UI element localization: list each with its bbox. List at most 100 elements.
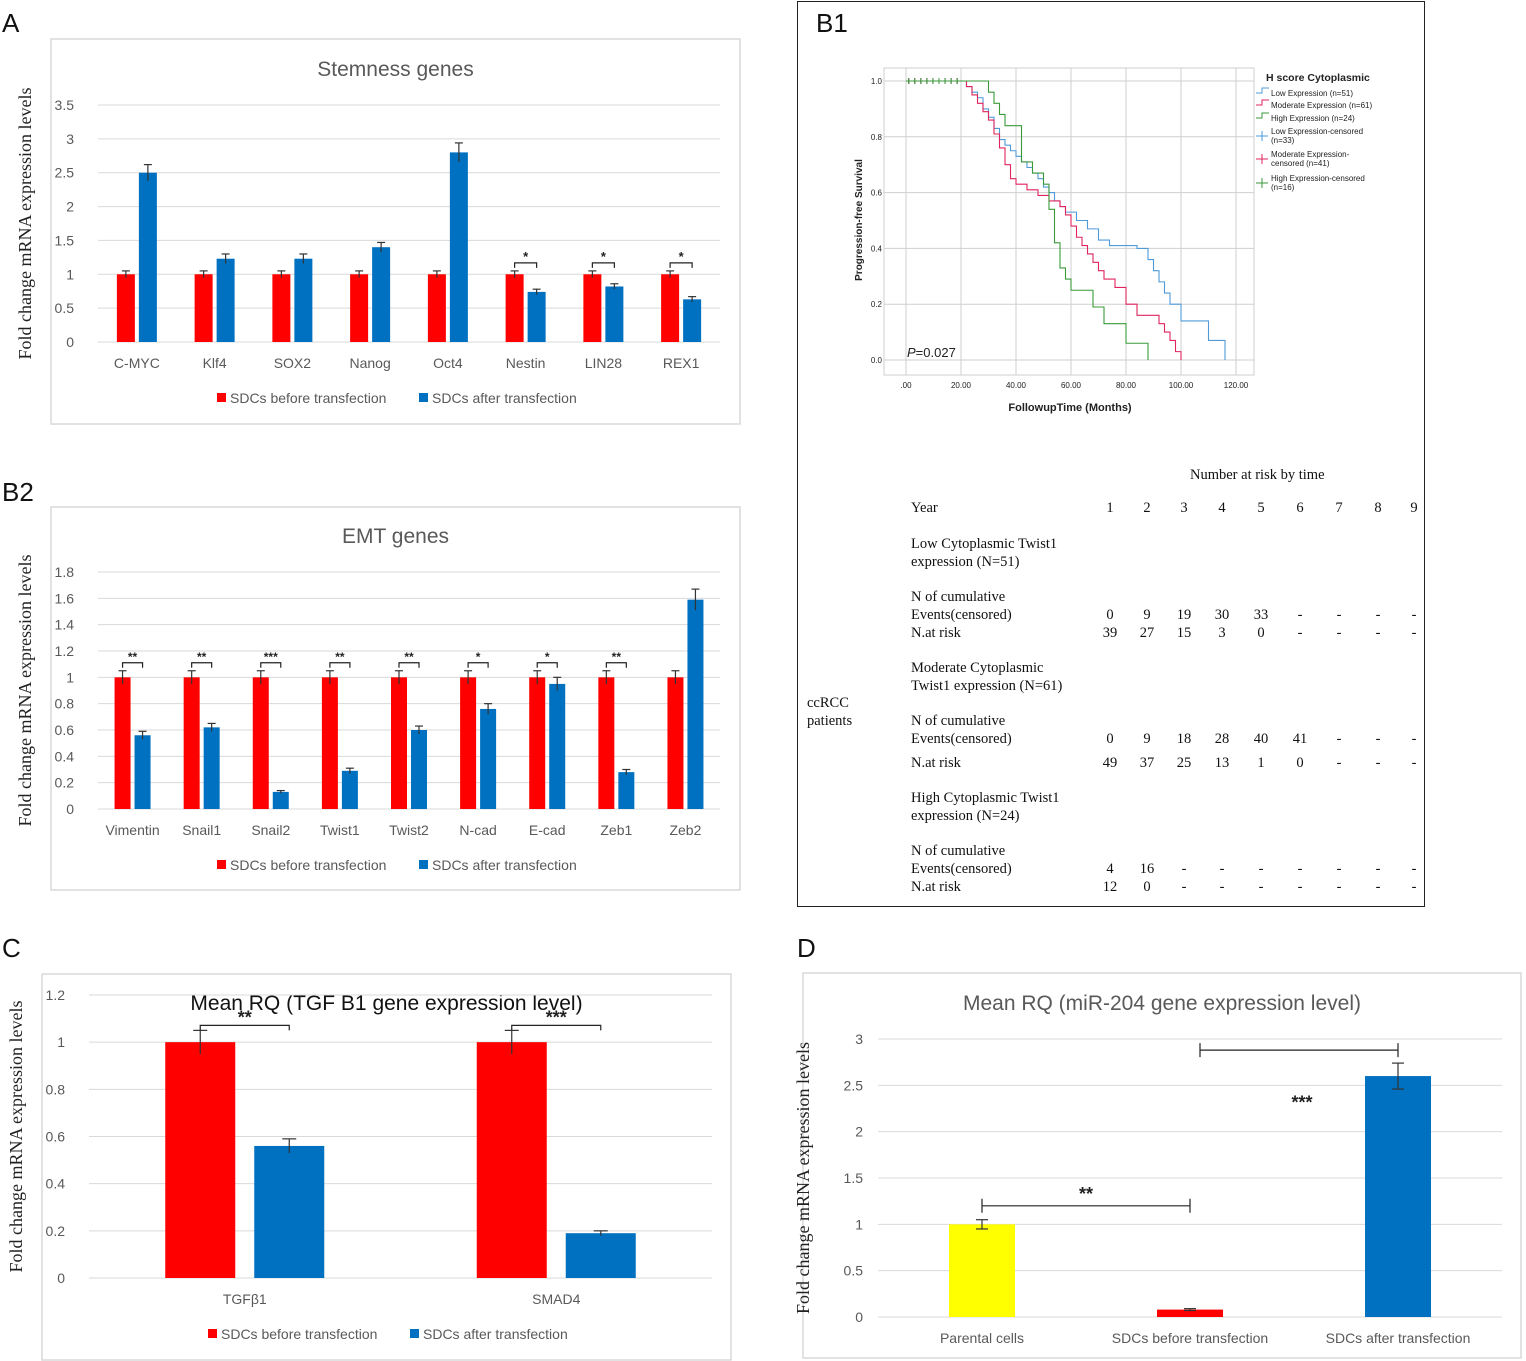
events-cell: 0 bbox=[1106, 607, 1114, 623]
chart-frame bbox=[41, 973, 732, 1361]
y-tick-label: 0.8 bbox=[46, 1081, 66, 1097]
y-axis-label: Fold change mRNA expression levels bbox=[6, 1001, 26, 1273]
bar-after-REX1 bbox=[683, 299, 702, 342]
y-tick-label: 1.5 bbox=[844, 1170, 864, 1186]
risk-year-8: 8 bbox=[1374, 500, 1382, 516]
at-risk-cell: - bbox=[1411, 755, 1417, 771]
events-cell: 18 bbox=[1176, 731, 1192, 747]
at-risk-cell: - bbox=[1336, 755, 1342, 771]
bar-before-Twist2 bbox=[391, 677, 407, 809]
significance-bracket bbox=[191, 662, 213, 668]
x-tick-label: SOX2 bbox=[274, 355, 312, 371]
legend-swatch-after bbox=[410, 1329, 419, 1338]
y-tick-label: 1.2 bbox=[46, 987, 66, 1003]
chart-title: Mean RQ (miR-204 gene expression level) bbox=[963, 992, 1361, 1015]
x-tick-label: Klf4 bbox=[203, 355, 227, 371]
bar-after-Nanog bbox=[372, 247, 391, 342]
significance-label: *** bbox=[264, 650, 278, 664]
bar-before-E-cad bbox=[529, 677, 546, 809]
legend-line bbox=[1256, 99, 1269, 106]
bar-after-N-cad bbox=[480, 708, 497, 809]
chart-D: Mean RQ (miR-204 gene expression level) 0… bbox=[793, 972, 1522, 1359]
y-tick-label: 0.2 bbox=[55, 775, 75, 791]
bar-before-SMAD4 bbox=[476, 1042, 547, 1278]
chart-title: Stemness genes bbox=[317, 58, 473, 81]
legend-swatch-before bbox=[217, 393, 226, 402]
legend-label-before: SDCs before transfection bbox=[230, 857, 386, 873]
legend-swatch-before bbox=[208, 1329, 217, 1338]
at-risk-cell: - bbox=[1375, 755, 1381, 771]
at-risk-cell: - bbox=[1181, 879, 1187, 895]
x-tick-label: Parental cells bbox=[940, 1330, 1024, 1346]
bar-before-Klf4 bbox=[194, 274, 213, 342]
significance-bracket bbox=[669, 262, 693, 268]
significance-label: ** bbox=[404, 650, 414, 664]
significance-bracket bbox=[329, 662, 351, 668]
events-cell: - bbox=[1411, 607, 1417, 623]
km-legend-label: High Expression-censored (n=16) bbox=[1271, 174, 1365, 192]
significance-bracket bbox=[511, 1024, 602, 1031]
y-tick-label: 0.4 bbox=[55, 748, 75, 764]
significance-bracket bbox=[260, 662, 282, 668]
bar-after-E-cad bbox=[549, 683, 566, 809]
risk-year-4: 4 bbox=[1218, 500, 1226, 516]
bar-before-Snail2 bbox=[252, 677, 269, 809]
bar-before-TGFβ1 bbox=[165, 1042, 236, 1278]
y-tick-label: 3 bbox=[855, 1031, 863, 1047]
x-tick-label: 80.00 bbox=[1116, 381, 1137, 390]
km-legend-label: Low Expression (n=51) bbox=[1271, 89, 1353, 98]
significance-label: * bbox=[545, 650, 550, 664]
panel-label-b2: B2 bbox=[2, 477, 34, 507]
km-legend-label: Moderate Expression-censored (n=41) bbox=[1271, 150, 1350, 168]
y-tick-label: 2.5 bbox=[844, 1077, 864, 1093]
y-axis-label: Progression-free Survival bbox=[854, 159, 865, 281]
km-panel-frame bbox=[797, 1, 1425, 907]
risk-year-9: 9 bbox=[1410, 500, 1418, 516]
bar-before-Twist1 bbox=[321, 677, 338, 809]
chart-B2: EMT genes 0 0.2 0.4 0.6 0.8 1 1.2 1.4 1.6 1.8 Fold … bbox=[15, 506, 741, 891]
events-cell: 19 bbox=[1176, 607, 1192, 623]
chart-title: Mean RQ (TGF B1 gene expression level) bbox=[190, 992, 582, 1015]
panel-label-b1: B1 bbox=[816, 8, 848, 38]
bar-after-C-MYC bbox=[138, 172, 157, 342]
legend-swatch-after bbox=[419, 860, 428, 869]
bar-before-LIN28 bbox=[583, 274, 602, 342]
y-axis-label: Fold change mRNA expression levels bbox=[15, 555, 35, 827]
chart-A: Stemness genes 0 0.5 1 1.5 2 2.5 3 3.5 Fold chang… bbox=[15, 38, 741, 425]
at-risk-cell: - bbox=[1411, 625, 1417, 641]
group-moderate-title: Moderate Cytoplasmic bbox=[911, 660, 1044, 676]
at-risk-cell: 0 bbox=[1296, 755, 1304, 771]
x-tick-label: C-MYC bbox=[114, 355, 160, 371]
bar-after-Snail1 bbox=[203, 727, 220, 809]
x-tick-label: SDCs before transfection bbox=[1112, 1330, 1268, 1346]
y-tick-label: 1.6 bbox=[55, 590, 75, 606]
events-cell: - bbox=[1336, 731, 1342, 747]
km-plot-frame bbox=[883, 67, 1255, 376]
bar-after-LIN28 bbox=[605, 286, 624, 342]
bar-after-SMAD4 bbox=[565, 1233, 636, 1278]
bar-after-Oct4 bbox=[449, 152, 468, 342]
legend-swatch-after bbox=[419, 393, 428, 402]
significance-label: ** bbox=[612, 650, 622, 664]
risk-year-7: 7 bbox=[1335, 500, 1343, 516]
x-tick-label: Snail2 bbox=[251, 822, 290, 838]
significance-label: ** bbox=[197, 650, 207, 664]
significance-bracket bbox=[981, 1198, 1191, 1213]
at-risk-cell: 39 bbox=[1102, 625, 1118, 641]
x-tick-label: N-cad bbox=[459, 822, 496, 838]
at-risk-cell: - bbox=[1297, 879, 1303, 895]
events-cell: 0 bbox=[1106, 731, 1114, 747]
x-tick-label: 20.00 bbox=[951, 381, 972, 390]
y-tick-label: 0 bbox=[57, 1270, 65, 1286]
at-risk-cell: - bbox=[1219, 879, 1225, 895]
x-axis-label: FollowupTime (Months) bbox=[1008, 402, 1132, 414]
significance-label: *** bbox=[546, 1007, 567, 1027]
cohort-label-2: patients bbox=[807, 713, 853, 729]
y-tick-label: 0.0 bbox=[871, 356, 883, 365]
bar-after-Twist1 bbox=[341, 770, 358, 809]
group-moderate-title-2: Twist1 expression (N=61) bbox=[911, 678, 1063, 694]
legend-label-after: SDCs after transfection bbox=[432, 390, 577, 406]
y-tick-label: 0.8 bbox=[871, 133, 883, 142]
legend-label-before: SDCs before transfection bbox=[230, 390, 386, 406]
at-risk-cell: - bbox=[1375, 879, 1381, 895]
